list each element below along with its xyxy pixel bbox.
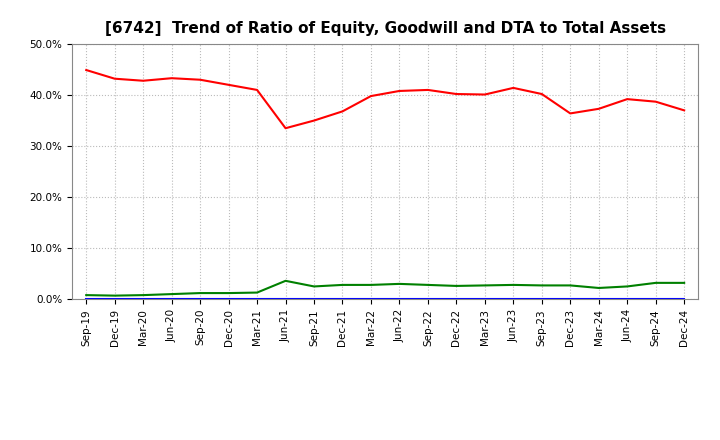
Title: [6742]  Trend of Ratio of Equity, Goodwill and DTA to Total Assets: [6742] Trend of Ratio of Equity, Goodwil… <box>104 21 666 36</box>
